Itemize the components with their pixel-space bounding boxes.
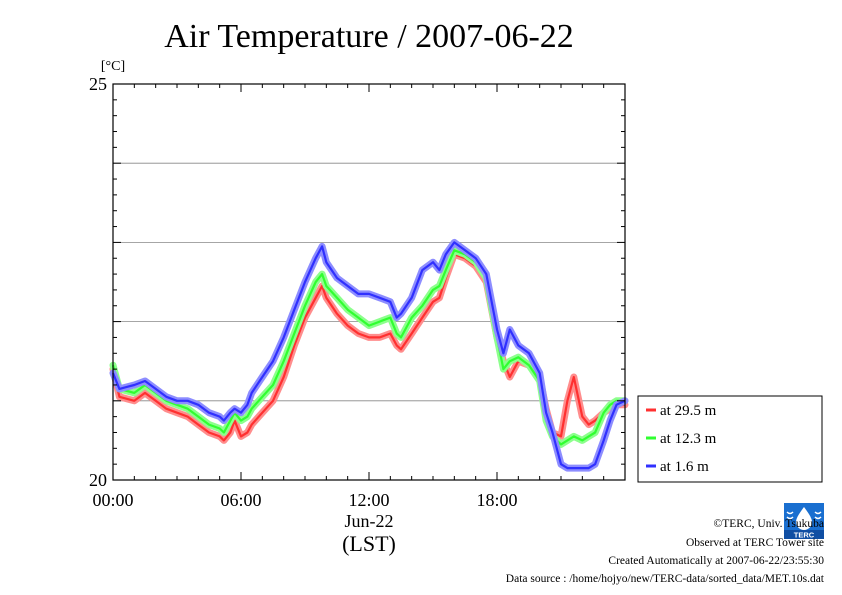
footer-created: Created Automatically at 2007-06-22/23:5… <box>608 555 824 567</box>
terc-logo: TERC <box>784 503 824 540</box>
legend-label-2: at 1.6 m <box>660 459 709 475</box>
series-line-2 <box>111 241 626 470</box>
x-axis-label: Jun-22 <box>345 511 394 531</box>
y-gridlines <box>113 162 625 402</box>
axis-ticks: 00:00 06:00 12:00 18:00 20 25 <box>89 74 626 510</box>
x-tick-label-2: 12:00 <box>348 490 389 510</box>
x-axis-sublabel: (LST) <box>342 531 396 556</box>
x-tick-label-3: 18:00 <box>476 490 517 510</box>
legend-label-0: at 29.5 m <box>660 403 717 419</box>
footer-source: Data source : /home/hojyo/new/TERC-data/… <box>505 573 824 585</box>
legend-box <box>637 395 823 483</box>
chart-title: Air Temperature / 2007-06-22 <box>164 18 574 55</box>
series-lines <box>109 238 629 472</box>
footer-observed: Observed at TERC Tower site <box>685 537 824 549</box>
y-tick-label-0: 20 <box>89 470 107 490</box>
legend-label-1: at 12.3 m <box>660 431 717 447</box>
logo-text: TERC <box>794 531 815 540</box>
terc-logo-icon: TERC <box>784 503 824 540</box>
legend: at 29.5 m at 12.3 m at 1.6 m <box>637 395 823 483</box>
y-unit-label: [°C] <box>101 59 125 74</box>
x-tick-label-0: 00:00 <box>92 490 133 510</box>
x-tick-label-1: 06:00 <box>220 490 261 510</box>
footer-copyright: ©TERC, Univ. Tsukuba <box>713 518 824 530</box>
y-tick-label-1: 25 <box>89 74 107 94</box>
